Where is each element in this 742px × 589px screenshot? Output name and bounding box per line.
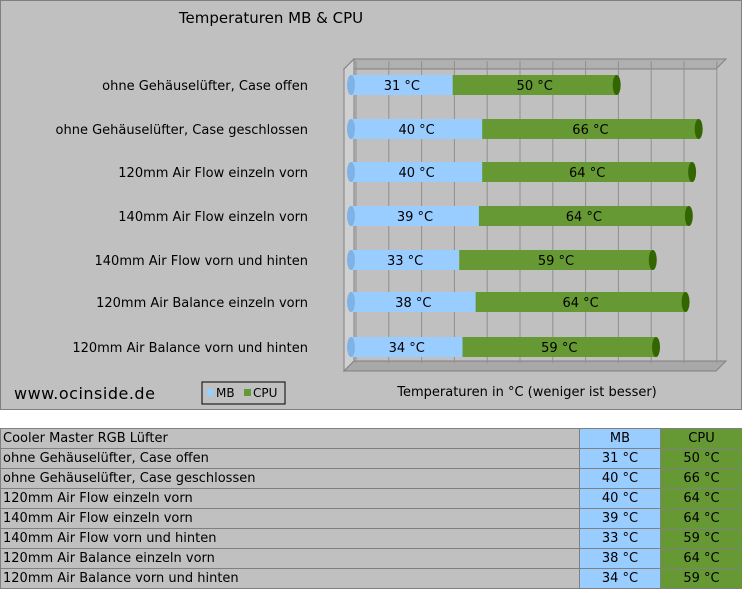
table-header-label: Cooler Master RGB Lüfter xyxy=(0,428,580,449)
data-label-mb: 31 °C xyxy=(384,79,420,94)
table-cell-mb: 40 °C xyxy=(579,468,661,489)
table-header-cpu: CPU xyxy=(660,428,742,449)
data-table: Cooler Master RGB Lüfter MB CPU ohne Geh… xyxy=(0,428,742,589)
table-row: 140mm Air Flow vorn und hinten 33 °C 59 °C xyxy=(0,528,742,549)
bar-cpu-cap xyxy=(694,119,703,139)
table-cell-label: 140mm Air Flow vorn und hinten xyxy=(0,528,580,549)
table-header-row: Cooler Master RGB Lüfter MB CPU xyxy=(0,428,742,449)
table-cell-mb: 39 °C xyxy=(579,508,661,529)
bar-mb xyxy=(351,206,479,226)
bar-mb xyxy=(351,250,460,270)
temperature-chart: Temperaturen MB & CPU ohne Gehäuselüfter,… xyxy=(14,9,728,405)
bar-mb-cap xyxy=(347,162,355,182)
table-cell-mb: 38 °C xyxy=(579,548,661,569)
category-label: 120mm Air Flow einzeln vorn xyxy=(118,166,308,181)
bar-cpu-cap xyxy=(652,337,661,357)
bar-cpu-cap xyxy=(681,292,690,312)
data-label-mb: 38 °C xyxy=(395,296,431,311)
bar-cpu xyxy=(475,292,686,312)
bar-cpu-cap xyxy=(612,75,621,95)
table-cell-cpu: 50 °C xyxy=(660,448,742,469)
bar-cpu xyxy=(452,75,617,95)
table-body: Cooler Master RGB Lüfter MB CPU ohne Geh… xyxy=(0,428,742,589)
legend-swatch-cpu xyxy=(244,389,251,396)
bar-cpu-cap xyxy=(688,162,697,182)
bar-cpu-cap xyxy=(648,250,657,270)
table-cell-label: 140mm Air Flow einzeln vorn xyxy=(0,508,580,529)
bar-cpu xyxy=(459,250,653,270)
table-cell-mb: 40 °C xyxy=(579,488,661,509)
bar-cpu xyxy=(462,337,657,357)
table-cell-label: 120mm Air Balance einzeln vorn xyxy=(0,548,580,569)
bar-mb-cap xyxy=(347,337,355,357)
bar-cpu-cap xyxy=(684,206,693,226)
table-cell-mb: 31 °C xyxy=(579,448,661,469)
table-cell-label: ohne Gehäuselüfter, Case geschlossen xyxy=(0,468,580,489)
data-label-mb: 33 °C xyxy=(387,254,423,269)
table-row: ohne Gehäuselüfter, Case offen 31 °C 50 °C xyxy=(0,448,742,469)
bar-mb-cap xyxy=(347,292,355,312)
category-label: ohne Gehäuselüfter, Case geschlossen xyxy=(56,123,308,138)
chart-area: Temperaturen MB & CPU ohne Gehäuselüfter,… xyxy=(0,0,742,410)
table-header-mb: MB xyxy=(579,428,661,449)
bar-mb-cap xyxy=(347,75,355,95)
table-row: ohne Gehäuselüfter, Case geschlossen 40 °… xyxy=(0,468,742,489)
data-label-mb: 40 °C xyxy=(398,123,434,138)
bar-mb-cap xyxy=(347,119,355,139)
legend-swatch-mb xyxy=(207,389,214,396)
legend-box xyxy=(201,381,286,405)
table-cell-mb: 33 °C xyxy=(579,528,661,549)
table-row: 120mm Air Balance vorn und hinten 34 °C 59… xyxy=(0,568,742,589)
table-row: 120mm Air Balance einzeln vorn 38 °C 64 °C xyxy=(0,548,742,569)
data-label-mb: 39 °C xyxy=(397,210,433,225)
table-cell-label: 120mm Air Flow einzeln vorn xyxy=(0,488,580,509)
bar-mb xyxy=(351,162,483,182)
bar-mb xyxy=(351,75,453,95)
table-cell-label: 120mm Air Balance vorn und hinten xyxy=(0,568,580,589)
category-label: 140mm Air Flow einzeln vorn xyxy=(118,210,308,225)
category-label: 120mm Air Balance einzeln vorn xyxy=(96,296,308,311)
data-label-cpu: 64 °C xyxy=(562,296,598,311)
chart-title: Temperaturen MB & CPU xyxy=(178,9,363,27)
table-cell-label: ohne Gehäuselüfter, Case offen xyxy=(0,448,580,469)
x-axis-label: Temperaturen in °C (weniger ist besser) xyxy=(396,385,657,400)
data-label-cpu: 50 °C xyxy=(517,79,553,94)
bar-cpu xyxy=(482,119,699,139)
bar-mb-cap xyxy=(347,250,355,270)
data-label-mb: 34 °C xyxy=(389,341,425,356)
bar-cpu xyxy=(478,206,689,226)
data-label-cpu: 59 °C xyxy=(541,341,577,356)
table-row: 120mm Air Flow einzeln vorn 40 °C 64 °C xyxy=(0,488,742,509)
table-cell-cpu: 66 °C xyxy=(660,468,742,489)
chart-back-wall-top xyxy=(342,58,728,70)
watermark: www.ocinside.de xyxy=(14,384,155,403)
table-cell-mb: 34 °C xyxy=(579,568,661,589)
table-cell-cpu: 64 °C xyxy=(660,488,742,509)
data-label-cpu: 66 °C xyxy=(572,123,608,138)
category-label: 140mm Air Flow vorn und hinten xyxy=(95,254,308,269)
bar-mb xyxy=(351,292,476,312)
data-label-cpu: 64 °C xyxy=(569,166,605,181)
category-label: 120mm Air Balance vorn und hinten xyxy=(72,341,308,356)
bar-mb xyxy=(351,337,463,357)
chart-floor xyxy=(342,360,728,372)
table-cell-cpu: 64 °C xyxy=(660,548,742,569)
bar-mb xyxy=(351,119,483,139)
table-cell-cpu: 64 °C xyxy=(660,508,742,529)
bar-mb-cap xyxy=(347,206,355,226)
legend-label-mb: MB xyxy=(216,386,235,400)
table-cell-cpu: 59 °C xyxy=(660,568,742,589)
table-cell-cpu: 59 °C xyxy=(660,528,742,549)
bar-cpu xyxy=(482,162,693,182)
data-label-cpu: 64 °C xyxy=(566,210,602,225)
category-label: ohne Gehäuselüfter, Case offen xyxy=(102,79,308,94)
legend-label-cpu: CPU xyxy=(253,386,277,400)
data-label-cpu: 59 °C xyxy=(538,254,574,269)
data-label-mb: 40 °C xyxy=(398,166,434,181)
table-row: 140mm Air Flow einzeln vorn 39 °C 64 °C xyxy=(0,508,742,529)
